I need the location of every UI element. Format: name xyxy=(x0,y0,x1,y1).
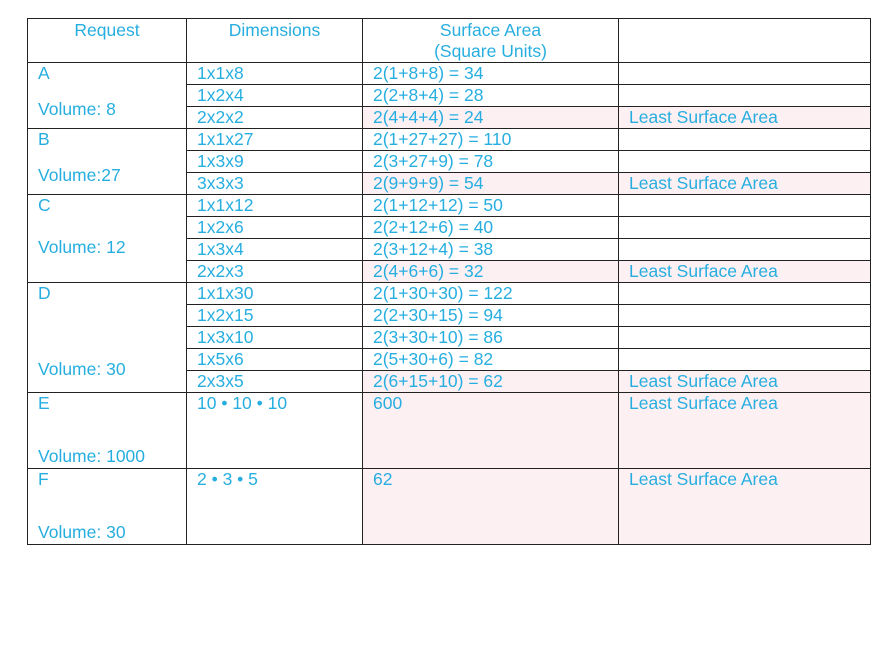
dimensions-cell: 1x2x6 xyxy=(186,216,363,239)
surface-area-cell: 2(2+12+6) = 40 xyxy=(362,216,619,239)
note-cell xyxy=(618,194,871,217)
surface-area-cell: 2(6+15+10) = 62 xyxy=(362,370,619,393)
surface-area-cell: 2(2+8+4) = 28 xyxy=(362,84,619,107)
header-surface-area-line2: (Square Units) xyxy=(434,41,547,61)
note-cell: Least Surface Area xyxy=(618,468,871,545)
surface-area-cell: 2(1+30+30) = 122 xyxy=(362,282,619,305)
table-row: 2x2x3 2(4+6+6) = 32 Least Surface Area xyxy=(28,260,871,283)
table-row: 3x3x3 2(9+9+9) = 54 Least Surface Area xyxy=(28,172,871,195)
request-cell: F Volume: 30 xyxy=(27,468,187,545)
table-row: 1x2x15 2(2+30+15) = 94 xyxy=(28,304,871,327)
note-cell: Least Surface Area xyxy=(618,260,871,283)
dimensions-cell: 1x1x30 xyxy=(186,282,363,305)
surface-area-table: Request Dimensions Surface Area (Square … xyxy=(27,18,871,545)
surface-area-cell: 2(1+27+27) = 110 xyxy=(362,128,619,151)
note-cell: Least Surface Area xyxy=(618,106,871,129)
surface-area-cell: 2(9+9+9) = 54 xyxy=(362,172,619,195)
note-cell xyxy=(618,84,871,107)
table-row: C Volume: 12 1x1x12 2(1+12+12) = 50 xyxy=(27,194,871,283)
surface-area-cell: 2(4+4+4) = 24 xyxy=(362,106,619,129)
note-cell: Least Surface Area xyxy=(618,172,871,195)
dimensions-cell: 10 • 10 • 10 xyxy=(186,392,363,469)
surface-area-cell: 62 xyxy=(362,468,619,545)
request-letter: D xyxy=(38,283,51,304)
dimensions-cell: 1x2x15 xyxy=(186,304,363,327)
request-cell: B Volume:27 xyxy=(27,128,187,195)
dimensions-cell: 1x5x6 xyxy=(186,348,363,371)
surface-area-cell: 2(1+12+12) = 50 xyxy=(362,194,619,217)
note-cell xyxy=(618,128,871,151)
surface-area-cell: 2(3+30+10) = 86 xyxy=(362,326,619,349)
request-volume: Volume: 30 xyxy=(38,522,126,542)
table-row: 2x2x2 2(4+4+4) = 24 Least Surface Area xyxy=(28,106,871,129)
table-row: 2x3x5 2(6+15+10) = 62 Least Surface Area xyxy=(28,370,871,393)
header-request: Request xyxy=(27,18,187,63)
note-cell xyxy=(618,216,871,239)
dimensions-cell: 2x2x3 xyxy=(186,260,363,283)
header-surface-area-line1: Surface Area xyxy=(439,20,542,40)
request-letter: E xyxy=(38,393,50,414)
table-row: F Volume: 30 2 • 3 • 5 62 Least Surface Area xyxy=(27,468,871,545)
dimensions-cell: 1x1x8 xyxy=(186,62,363,85)
table-row: B Volume:27 1x1x27 2(1+27+27) = 110 xyxy=(27,128,871,195)
dimensions-cell: 2 • 3 • 5 xyxy=(186,468,363,545)
request-cell: C Volume: 12 xyxy=(27,194,187,283)
surface-area-cell: 2(1+8+8) = 34 xyxy=(362,62,619,85)
table-row: D Volume: 30 1x1x30 2(1+30+30) = 122 xyxy=(27,282,871,393)
table-row: E Volume: 1000 10 • 10 • 10 600 Least Surfac… xyxy=(27,392,871,469)
request-cell: D Volume: 30 xyxy=(27,282,187,393)
request-volume: Volume: 8 xyxy=(38,99,116,119)
note-cell xyxy=(618,62,871,85)
note-cell xyxy=(618,282,871,305)
dimensions-cell: 1x2x4 xyxy=(186,84,363,107)
note-cell xyxy=(618,150,871,173)
surface-area-cell: 2(4+6+6) = 32 xyxy=(362,260,619,283)
table-row: A Volume: 8 1x1x8 2(1+8+8) = 34 xyxy=(27,62,871,129)
note-cell: Least Surface Area xyxy=(618,370,871,393)
request-volume: Volume: 30 xyxy=(38,359,126,379)
request-letter: F xyxy=(38,469,49,490)
dimensions-cell: 1x1x27 xyxy=(186,128,363,151)
header-row: Request Dimensions Surface Area (Square … xyxy=(27,18,871,63)
note-cell xyxy=(618,326,871,349)
header-surface-area: Surface Area (Square Units) xyxy=(362,18,619,63)
request-cell: A Volume: 8 xyxy=(27,62,187,129)
request-letter: C xyxy=(38,195,51,216)
dimensions-cell: 1x3x4 xyxy=(186,238,363,261)
surface-area-cell: 2(3+12+4) = 38 xyxy=(362,238,619,261)
note-cell xyxy=(618,304,871,327)
dimensions-cell: 2x2x2 xyxy=(186,106,363,129)
note-cell xyxy=(618,348,871,371)
header-notes xyxy=(618,18,871,63)
table-row: 1x3x4 2(3+12+4) = 38 xyxy=(28,238,871,261)
request-letter: B xyxy=(38,129,50,150)
dimensions-cell: 3x3x3 xyxy=(186,172,363,195)
dimensions-cell: 1x1x12 xyxy=(186,194,363,217)
request-cell: E Volume: 1000 xyxy=(27,392,187,469)
request-letter: A xyxy=(38,63,50,84)
request-volume: Volume:27 xyxy=(38,165,121,185)
note-cell xyxy=(618,238,871,261)
dimensions-cell: 2x3x5 xyxy=(186,370,363,393)
table-body: A Volume: 8 1x1x8 2(1+8+8) = 34 1x2x4 2(2+8+4… xyxy=(27,62,871,545)
surface-area-cell: 2(2+30+15) = 94 xyxy=(362,304,619,327)
surface-area-cell: 600 xyxy=(362,392,619,469)
note-cell: Least Surface Area xyxy=(618,392,871,469)
dimensions-cell: 1x3x10 xyxy=(186,326,363,349)
surface-area-cell: 2(3+27+9) = 78 xyxy=(362,150,619,173)
surface-area-cell: 2(5+30+6) = 82 xyxy=(362,348,619,371)
header-dimensions: Dimensions xyxy=(186,18,363,63)
request-volume: Volume: 12 xyxy=(38,237,126,257)
dimensions-cell: 1x3x9 xyxy=(186,150,363,173)
request-volume: Volume: 1000 xyxy=(38,446,146,466)
